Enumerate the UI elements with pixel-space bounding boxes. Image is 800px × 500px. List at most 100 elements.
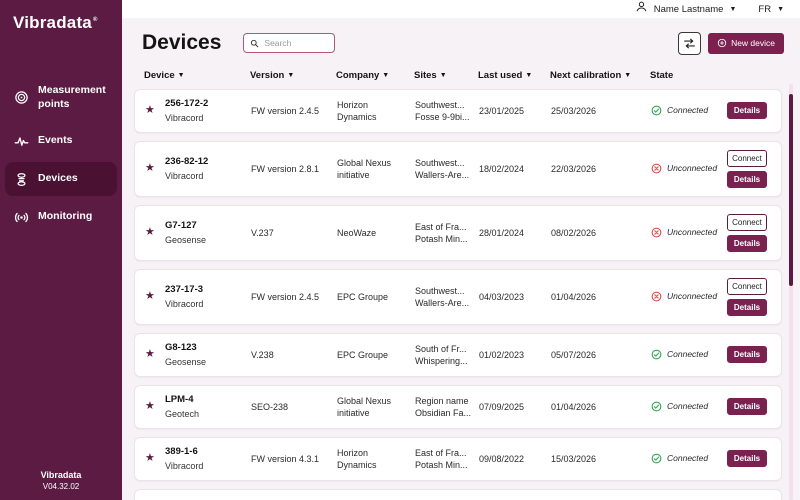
device-sites: East of Fra... Potash Min... (415, 221, 479, 245)
sort-chevron-icon: ▼ (382, 72, 390, 79)
sidebar-item-label: Measurement points (38, 84, 106, 110)
state-label: Unconnected (667, 163, 718, 174)
favorite-star-icon[interactable]: ★ (145, 104, 155, 117)
site-region: Southwest... (415, 157, 465, 168)
device-company: Global Nexus initiative (337, 157, 392, 180)
device-id: 237-17-3 (165, 283, 204, 295)
favorite-star-icon[interactable]: ★ (145, 162, 155, 175)
language-selector[interactable]: FR ▼ (758, 4, 784, 15)
details-button[interactable]: Details (727, 450, 767, 468)
column-header-sites[interactable]: Sites ▼ (414, 70, 447, 81)
column-header-device[interactable]: Device ▼ (144, 70, 185, 81)
sidebar-nav: Measurement points Events Devices Monitorin… (0, 75, 122, 234)
favorite-star-icon[interactable]: ★ (145, 226, 155, 239)
search-box[interactable] (243, 33, 336, 53)
connection-state: Connected (651, 105, 727, 116)
device-company: EPC Groupe (337, 349, 389, 360)
unconnected-icon (651, 227, 662, 238)
device-id: G8-123 (165, 341, 197, 353)
state-label: Connected (667, 401, 709, 412)
site-region: South of Fr... (415, 343, 467, 354)
favorite-star-icon[interactable]: ★ (145, 290, 155, 303)
device-version: V.238 (251, 349, 274, 360)
sidebar: Vibradata® Measurement points Events Devic… (0, 0, 122, 500)
table-row-partial (134, 488, 782, 500)
device-cell: LPM-4 Geotech (165, 394, 251, 420)
state-label: Unconnected (667, 227, 718, 238)
registered-mark: ® (92, 17, 98, 24)
site-name: Potash Min... (415, 233, 468, 244)
device-cell: 236-82-12 Vibracord (165, 156, 251, 182)
row-actions: Details (727, 102, 773, 120)
device-type: Vibracord (165, 112, 204, 123)
row-actions: Connect Details (727, 149, 773, 188)
search-input[interactable] (264, 38, 329, 48)
details-button[interactable]: Details (727, 170, 767, 188)
details-button[interactable]: Details (727, 346, 767, 364)
column-header-version[interactable]: Version ▼ (250, 70, 295, 81)
sidebar-footer: Vibradata V04.32.02 (0, 470, 122, 491)
sidebar-item-label: Events (38, 134, 73, 147)
device-cell: 256-172-2 Vibracord (165, 98, 251, 124)
chevron-down-icon: ▼ (729, 5, 737, 13)
site-region: Southwest... (415, 99, 465, 110)
sort-chevron-icon: ▼ (525, 72, 533, 79)
details-button[interactable]: Details (727, 398, 767, 416)
table-header-row: Device ▼ Version ▼ Company ▼ Sites ▼ Last used ▼ N… (122, 64, 800, 89)
sort-chevron-icon: ▼ (287, 72, 295, 79)
device-version: FW version 4.3.1 (251, 453, 320, 464)
unconnected-icon (651, 163, 662, 174)
device-type: Vibracord (165, 298, 204, 309)
details-button[interactable]: Details (727, 298, 767, 316)
new-device-button[interactable]: New device (708, 32, 784, 54)
last-used-date: 23/01/2025 (479, 105, 525, 116)
next-calibration-date: 25/03/2026 (551, 105, 597, 116)
device-id: 389-1-6 (165, 445, 198, 457)
connection-state: Unconnected (651, 291, 727, 302)
connect-button[interactable]: Connect (727, 149, 767, 167)
details-button[interactable]: Details (727, 102, 767, 120)
favorite-star-icon[interactable]: ★ (145, 348, 155, 361)
device-version: FW version 2.8.1 (251, 163, 320, 174)
column-header-next-calibration[interactable]: Next calibration ▼ (550, 70, 632, 81)
sidebar-item-events[interactable]: Events (5, 124, 117, 158)
brand-name: Vibradata (13, 13, 92, 32)
app-version: V04.32.02 (42, 482, 80, 491)
last-used-date: 18/02/2024 (479, 163, 525, 174)
next-calibration-date: 22/03/2026 (551, 163, 597, 174)
device-cell: 237-17-3 Vibracord (165, 284, 251, 310)
next-calibration-date: 01/04/2026 (551, 401, 597, 412)
favorite-star-icon[interactable]: ★ (145, 452, 155, 465)
device-company: Horizon Dynamics (337, 99, 377, 122)
sidebar-item-devices[interactable]: Devices (5, 162, 117, 197)
site-name: Potash Min... (415, 459, 468, 470)
site-name: Wallers-Are... (415, 297, 470, 308)
favorite-star-icon[interactable]: ★ (145, 400, 155, 413)
column-header-company[interactable]: Company ▼ (336, 70, 390, 81)
connect-button[interactable]: Connect (727, 213, 767, 231)
scrollbar-thumb[interactable] (789, 94, 793, 286)
details-button[interactable]: Details (727, 234, 767, 252)
sort-chevron-icon: ▼ (177, 72, 185, 79)
device-id: LPM-4 (165, 393, 194, 405)
last-used-date: 09/08/2022 (479, 453, 525, 464)
table-row: ★ 389-1-6 Vibracord FW version 4.3.1 Hor… (134, 436, 782, 481)
user-menu[interactable]: Name Lastname ▼ (635, 0, 737, 18)
device-version: FW version 2.4.5 (251, 291, 320, 302)
filter-button[interactable] (678, 31, 702, 55)
topbar: Name Lastname ▼ FR ▼ (122, 0, 800, 18)
device-cell: G7-127 Geosense (165, 220, 251, 246)
device-id: 236-82-12 (165, 155, 209, 167)
row-actions: Connect Details (727, 213, 773, 252)
column-header-last-used[interactable]: Last used ▼ (478, 70, 533, 81)
activity-icon (13, 133, 29, 149)
site-name: Obsidian Fa... (415, 407, 472, 418)
site-region: Southwest... (415, 285, 465, 296)
device-id: G7-127 (165, 219, 197, 231)
sidebar-item-monitoring[interactable]: Monitoring (5, 200, 117, 234)
scrollbar[interactable] (789, 84, 793, 500)
next-calibration-date: 15/03/2026 (551, 453, 597, 464)
connect-button[interactable]: Connect (727, 277, 767, 295)
sidebar-item-measurement-points[interactable]: Measurement points (5, 75, 117, 120)
